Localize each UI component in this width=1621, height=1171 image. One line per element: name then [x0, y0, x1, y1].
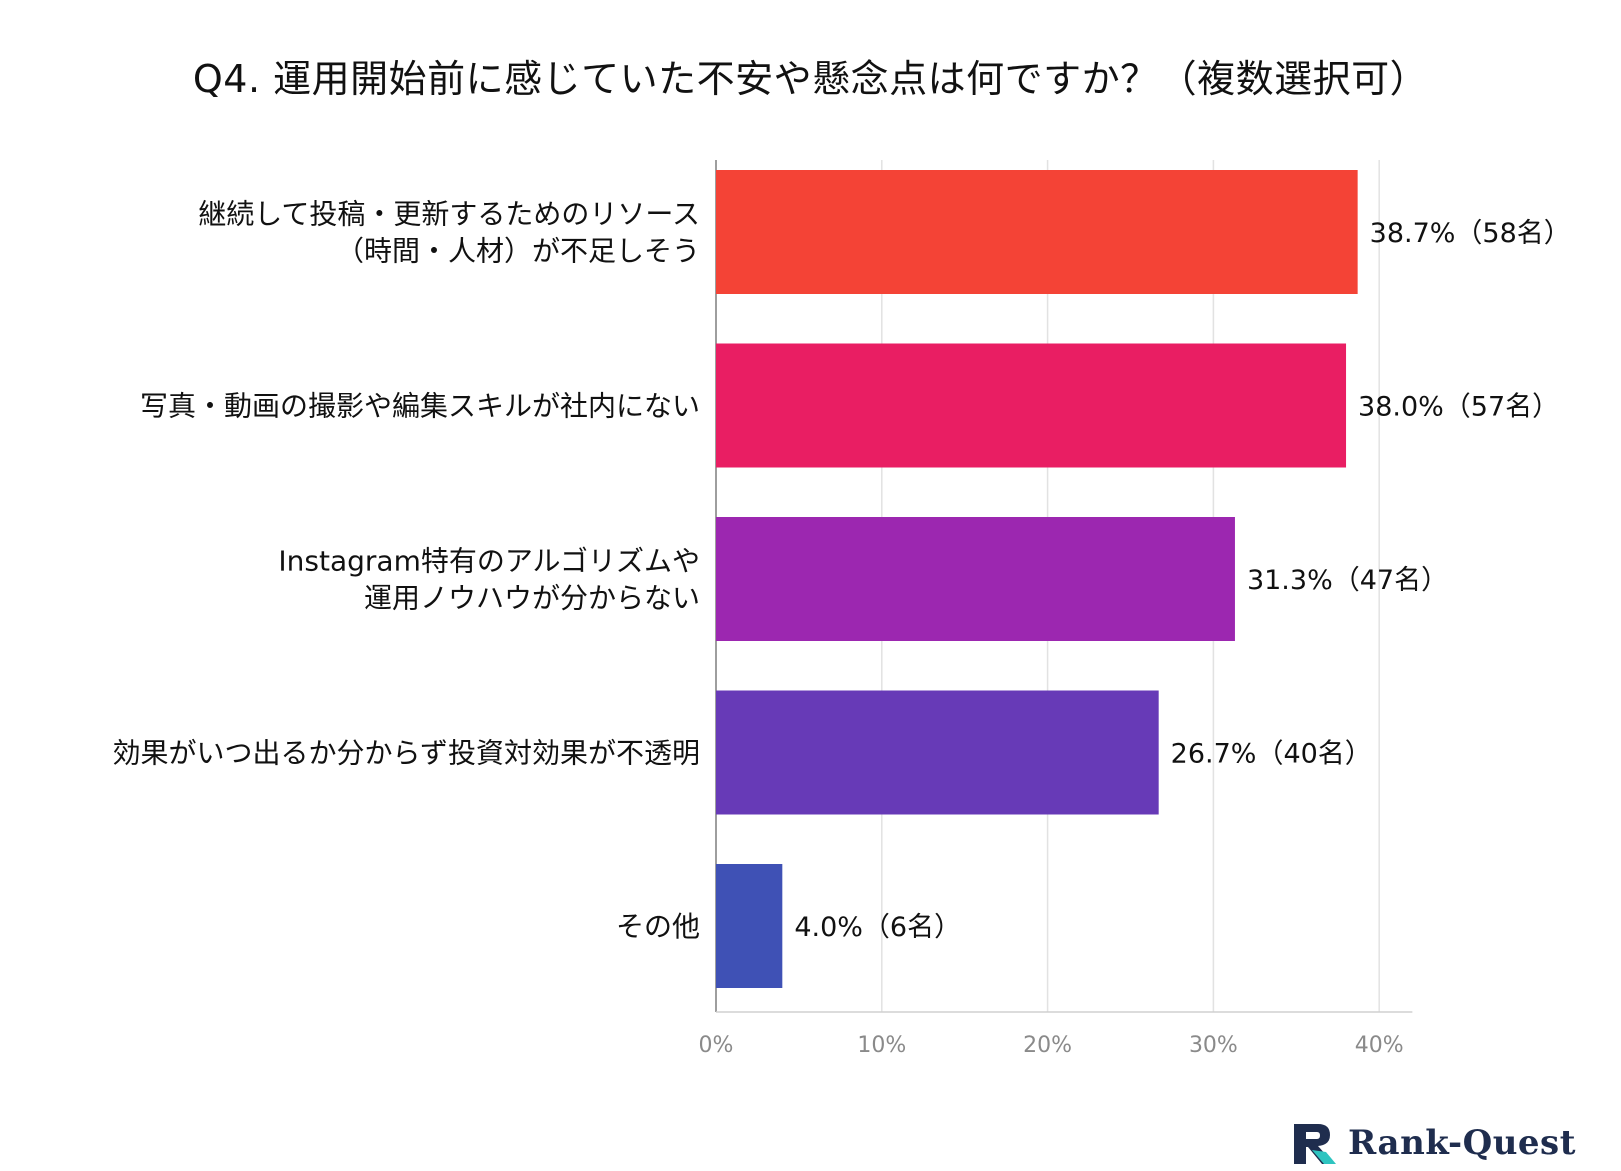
category-label: 写真・動画の撮影や編集スキルが社内にない: [140, 390, 700, 423]
category-label: Instagram特有のアルゴリズムや: [278, 545, 700, 578]
data-label: 38.7%（58名）: [1370, 218, 1571, 249]
category-label: 運用ノウハウが分からない: [364, 582, 700, 615]
bar: [716, 690, 1159, 815]
x-tick-label: 30%: [1189, 1033, 1238, 1058]
category-label: （時間・人材）が不足しそう: [336, 235, 700, 268]
data-label: 31.3%（47名）: [1247, 565, 1448, 596]
bar: [716, 170, 1358, 294]
chart-title: Q4. 運用開始前に感じていた不安や懸念点は何ですか？（複数選択可）: [192, 57, 1429, 101]
bar: [716, 517, 1235, 641]
bar: [716, 864, 783, 988]
category-label: 効果がいつ出るか分からず投資対効果が不透明: [113, 737, 700, 770]
x-tick-label: 40%: [1355, 1033, 1404, 1058]
x-tick-label: 20%: [1023, 1033, 1072, 1058]
logo-text: Rank-Quest: [1348, 1123, 1576, 1163]
category-label: 継続して投稿・更新するためのリソース: [198, 198, 700, 231]
bar: [716, 343, 1347, 468]
data-label: 26.7%（40名）: [1171, 739, 1372, 770]
x-tick-label: 10%: [857, 1033, 906, 1058]
category-label: その他: [616, 910, 700, 943]
x-tick-label: 0%: [699, 1033, 734, 1058]
data-label: 4.0%（6名）: [794, 912, 961, 943]
data-label: 38.0%（57名）: [1358, 392, 1559, 423]
brand-logo: Rank-Quest: [1290, 1120, 1576, 1166]
rank-quest-logo-icon: [1294, 1124, 1336, 1164]
